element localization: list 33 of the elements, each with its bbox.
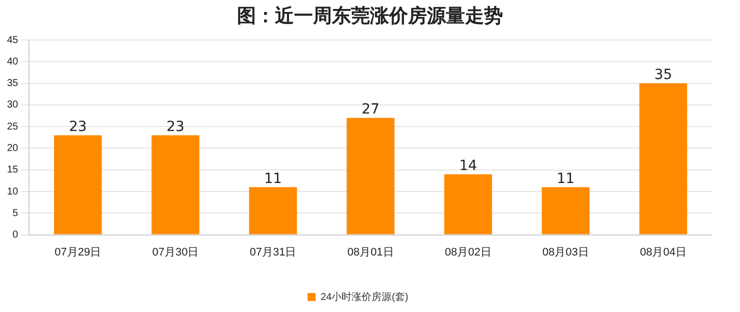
- data-label: 14: [459, 158, 478, 174]
- y-tick-label: 10: [7, 186, 19, 198]
- y-tick-label: 5: [12, 208, 19, 219]
- data-label: 11: [264, 170, 282, 187]
- x-tick-label: 08月02日: [444, 246, 492, 258]
- bar: [152, 135, 200, 234]
- bar: [542, 187, 590, 234]
- y-tick-label: 30: [7, 100, 19, 111]
- x-tick-label: 07月30日: [152, 246, 199, 258]
- y-tick-label: 35: [7, 78, 19, 90]
- y-tick-label: 0: [12, 230, 19, 241]
- data-label: 11: [556, 170, 575, 187]
- bar: [249, 187, 297, 234]
- y-tick-label: 15: [7, 164, 19, 176]
- data-label: 23: [68, 118, 87, 135]
- data-label: 35: [654, 66, 672, 83]
- y-tick-label: 20: [7, 142, 19, 154]
- bar: [346, 118, 394, 234]
- legend-label: 24小时涨价房源(套): [320, 290, 408, 303]
- y-tick-label: 25: [7, 121, 19, 132]
- y-tick-label: 40: [7, 56, 19, 68]
- x-tick-label: 08月01日: [347, 246, 394, 258]
- chart-title: 图：近一周东莞涨价房源量走势: [236, 4, 504, 29]
- bar: [639, 83, 688, 234]
- data-label: 27: [362, 102, 380, 118]
- x-tick-label: 07月31日: [250, 246, 296, 258]
- bar: [444, 174, 492, 234]
- x-tick-label: 07月29日: [54, 246, 102, 258]
- x-tick-label: 08月03日: [542, 246, 589, 258]
- data-label: 23: [166, 118, 184, 135]
- bar: [54, 135, 102, 234]
- x-tick-label: 08月04日: [640, 246, 686, 258]
- y-tick-label: 45: [7, 34, 19, 46]
